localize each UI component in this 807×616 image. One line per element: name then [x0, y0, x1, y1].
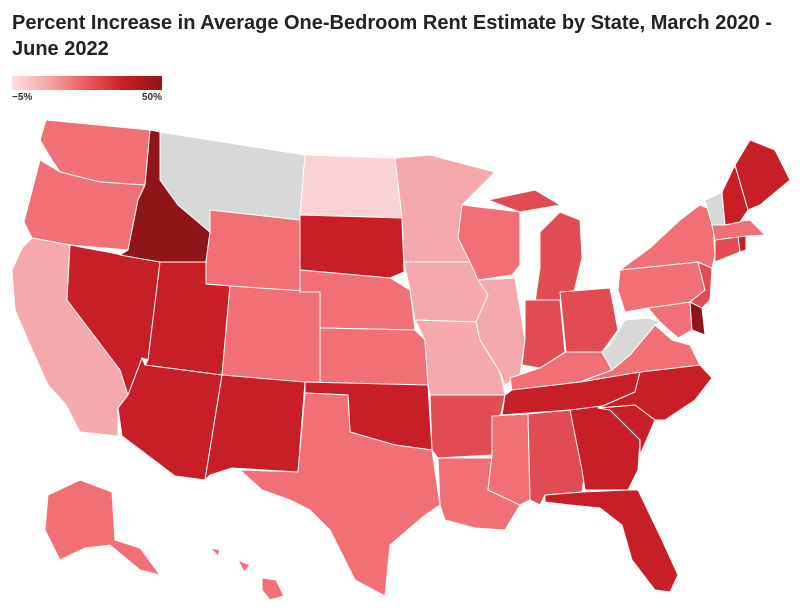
state-new-york[interactable]: [619, 204, 716, 271]
state-florida[interactable]: [544, 489, 679, 593]
state-maine[interactable]: [734, 139, 791, 211]
state-hawaii[interactable]: [209, 547, 285, 601]
state-michigan[interactable]: [487, 189, 583, 303]
state-west-virginia[interactable]: [601, 317, 661, 371]
state-wyoming[interactable]: [205, 209, 301, 293]
state-colorado[interactable]: [221, 285, 321, 386]
state-kansas[interactable]: [319, 327, 429, 386]
legend-max-label: 50%: [141, 92, 162, 103]
state-rhode-island[interactable]: [737, 235, 747, 253]
legend-min-label: −5%: [12, 92, 33, 103]
legend-gradient-bar: [12, 76, 162, 90]
state-mississippi[interactable]: [487, 413, 531, 506]
state-alaska[interactable]: [44, 479, 161, 576]
state-illinois[interactable]: [475, 277, 526, 386]
state-south-dakota[interactable]: [299, 214, 405, 279]
state-ohio[interactable]: [559, 287, 619, 353]
color-legend: −5% 50%: [12, 76, 162, 103]
state-arkansas[interactable]: [429, 394, 506, 459]
state-wisconsin[interactable]: [457, 204, 521, 281]
state-texas[interactable]: [239, 392, 441, 597]
map-title: Percent Increase in Average One-Bedroom …: [12, 12, 772, 60]
state-north-dakota[interactable]: [299, 154, 403, 219]
state-north-carolina[interactable]: [597, 364, 713, 421]
state-new-mexico[interactable]: [204, 374, 306, 481]
state-new-hampshire[interactable]: [721, 164, 749, 226]
